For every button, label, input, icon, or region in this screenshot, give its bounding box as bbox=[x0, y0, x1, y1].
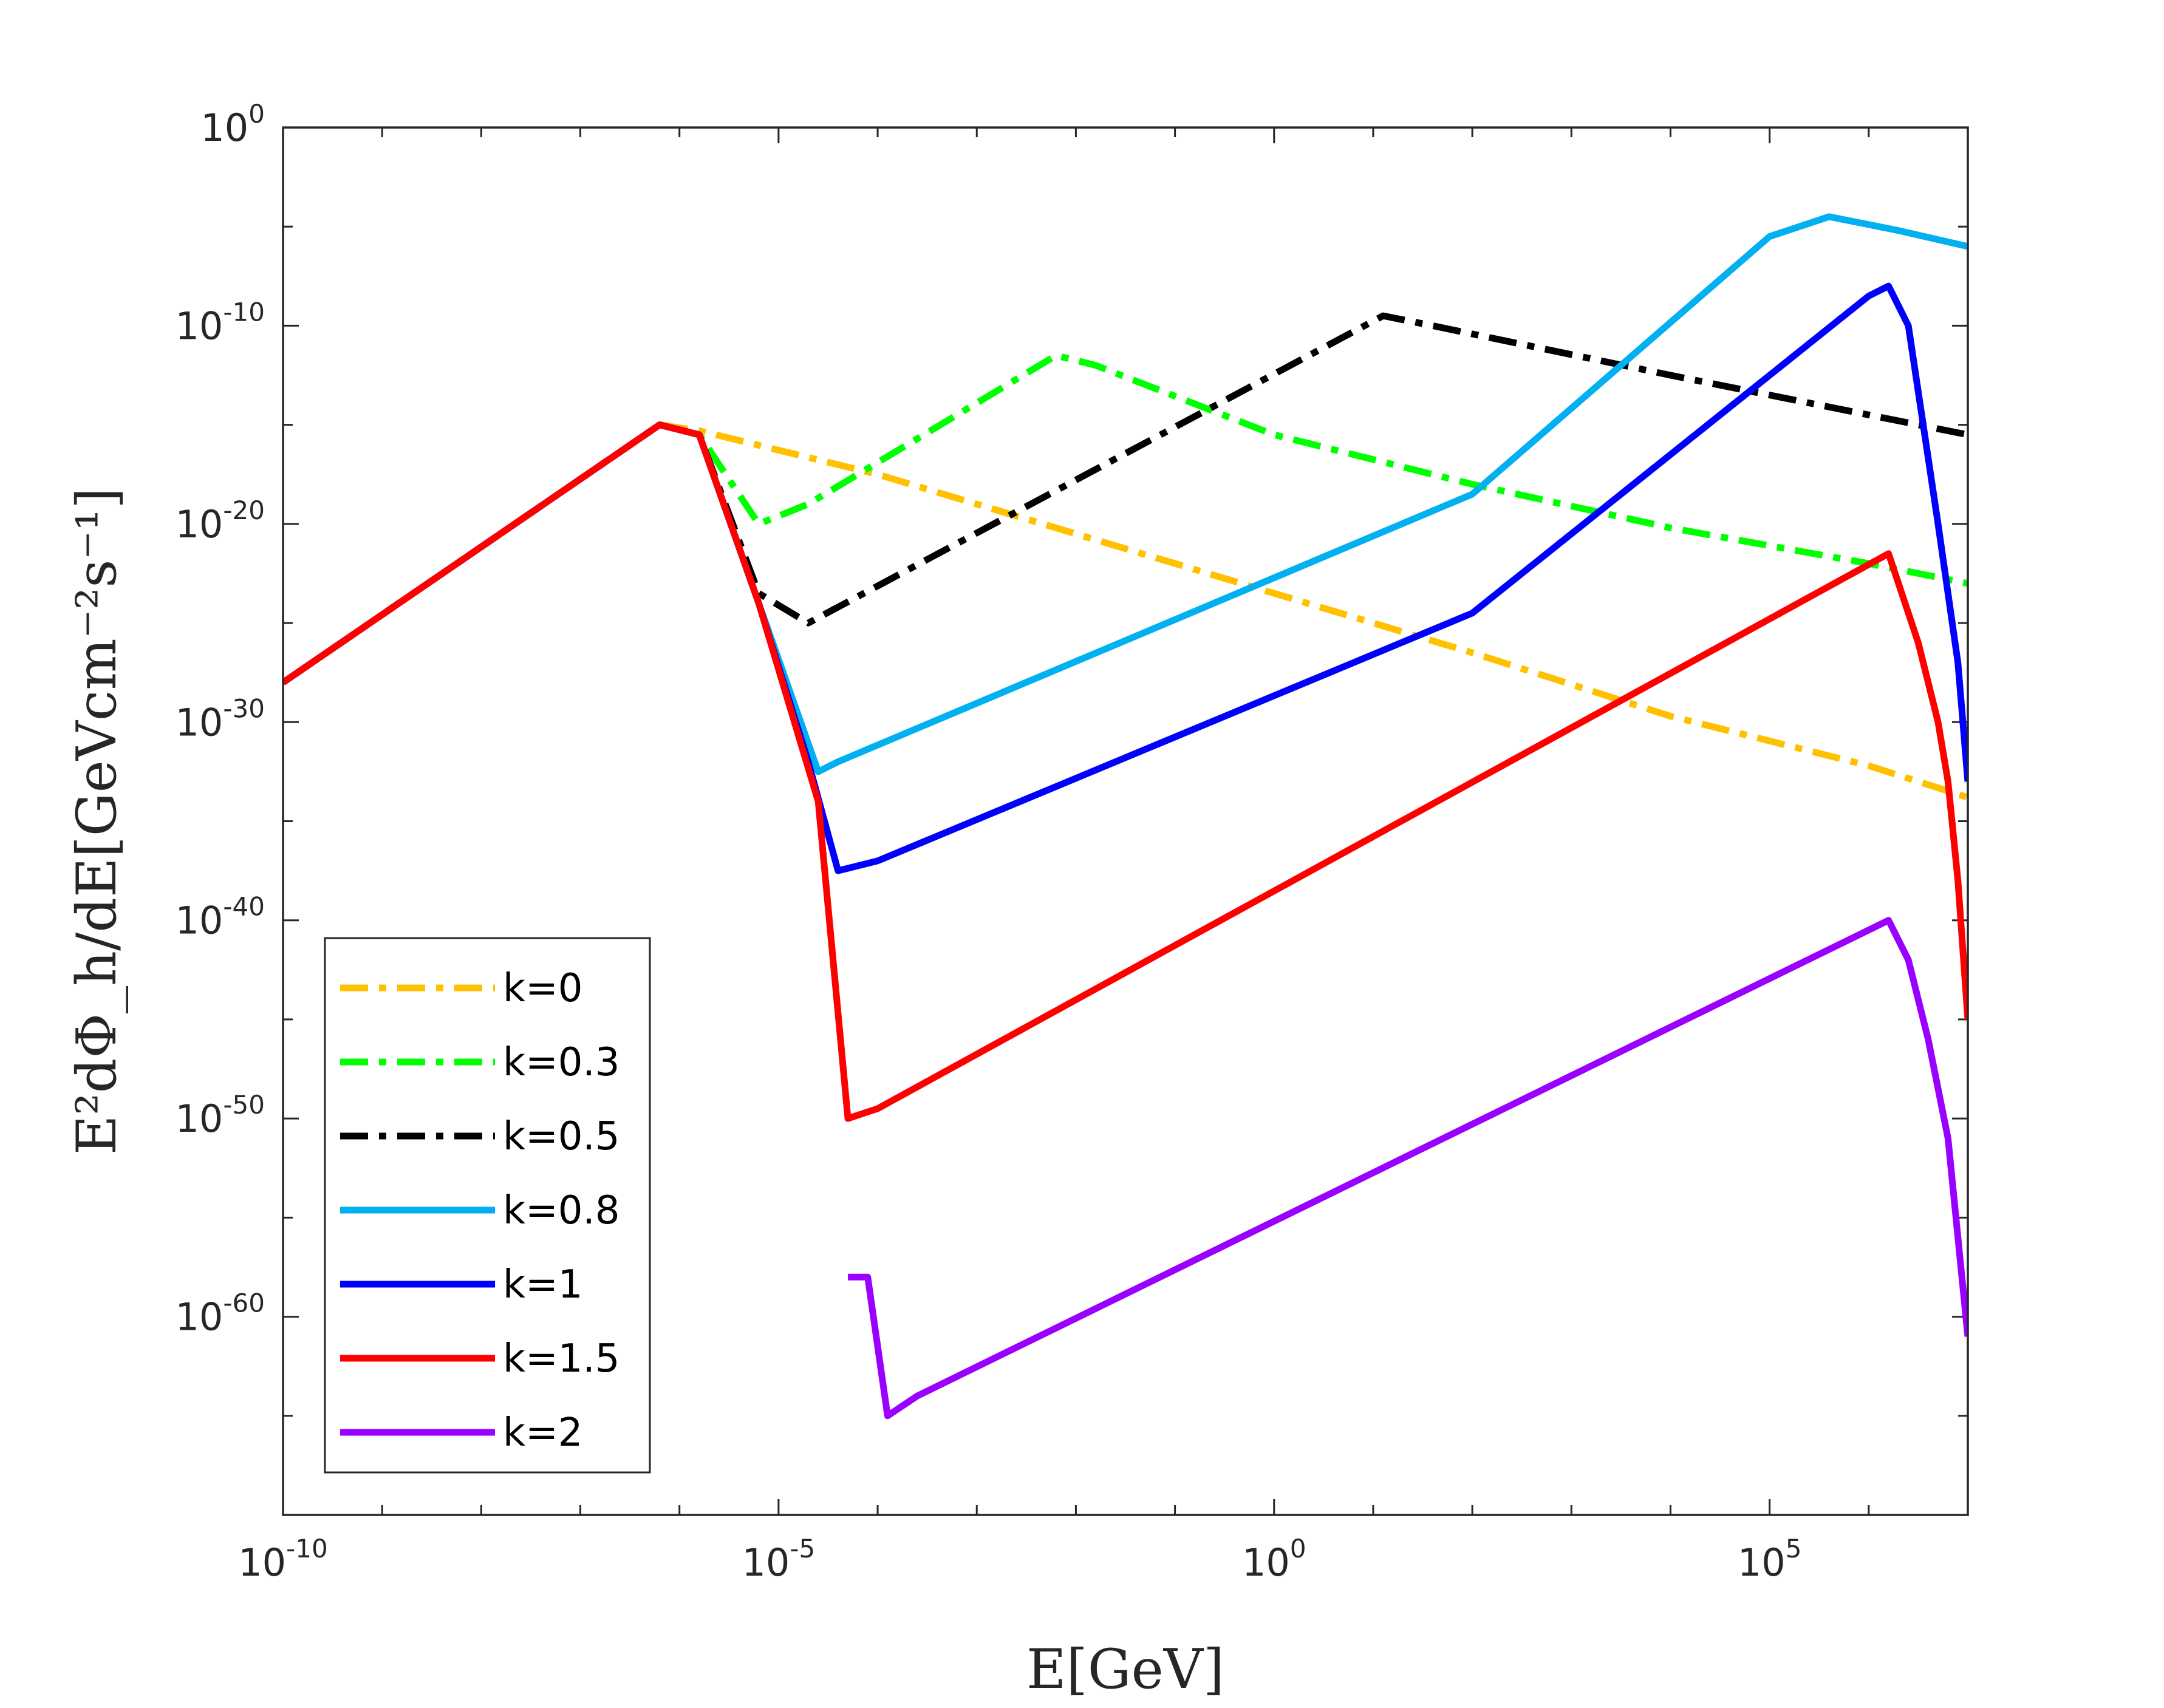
legend-box bbox=[324, 937, 651, 1474]
legend-label: k=2 bbox=[503, 1410, 582, 1455]
x-tick-label: 100 bbox=[1242, 1534, 1306, 1585]
y-axis-label: E²dΦ_h/dE[GeVcm⁻²s⁻¹] bbox=[65, 488, 129, 1155]
legend-label: k=0 bbox=[503, 966, 582, 1011]
x-tick-label: 10-10 bbox=[238, 1534, 328, 1585]
y-tick-label: 10-60 bbox=[175, 1288, 265, 1339]
axes: 10-10 10-5 100 105 100 10-10 10-20 10-30 10-40 10… bbox=[175, 99, 1969, 1585]
x-tick-label: 10-5 bbox=[742, 1534, 815, 1585]
y-tick-label: 10-30 bbox=[175, 693, 265, 744]
y-tick-label: 10-20 bbox=[175, 495, 265, 546]
legend: k=0 k=0.3 k=0.5 k=0.8 k=1 k=1.5 k=2 bbox=[324, 937, 651, 1474]
legend-label: k=0.8 bbox=[503, 1188, 620, 1233]
y-tick-label: 10-50 bbox=[175, 1090, 265, 1141]
plot-border bbox=[282, 126, 1969, 1516]
series-line-k-1-5 bbox=[283, 421, 1968, 1122]
legend-label: k=1.5 bbox=[503, 1336, 620, 1381]
legend-label: k=1 bbox=[503, 1262, 582, 1307]
x-axis-label: E[GeV] bbox=[1026, 1638, 1224, 1701]
plot-frame bbox=[282, 126, 1969, 1516]
legend-label: k=0.3 bbox=[503, 1040, 620, 1085]
axis-labels: E[GeV] E²dΦ_h/dE[GeVcm⁻²s⁻¹] bbox=[65, 488, 1224, 1701]
y-tick-label: 100 bbox=[200, 99, 265, 150]
series-line-k-0-3 bbox=[283, 352, 1968, 686]
series-line-k-2 bbox=[848, 917, 1968, 1420]
legend-label: k=0.5 bbox=[503, 1114, 620, 1159]
series-group bbox=[283, 213, 1968, 1420]
y-tick-label: 10-40 bbox=[175, 892, 265, 943]
y-tick-label: 10-10 bbox=[175, 297, 265, 348]
x-tick-label: 105 bbox=[1738, 1534, 1802, 1585]
